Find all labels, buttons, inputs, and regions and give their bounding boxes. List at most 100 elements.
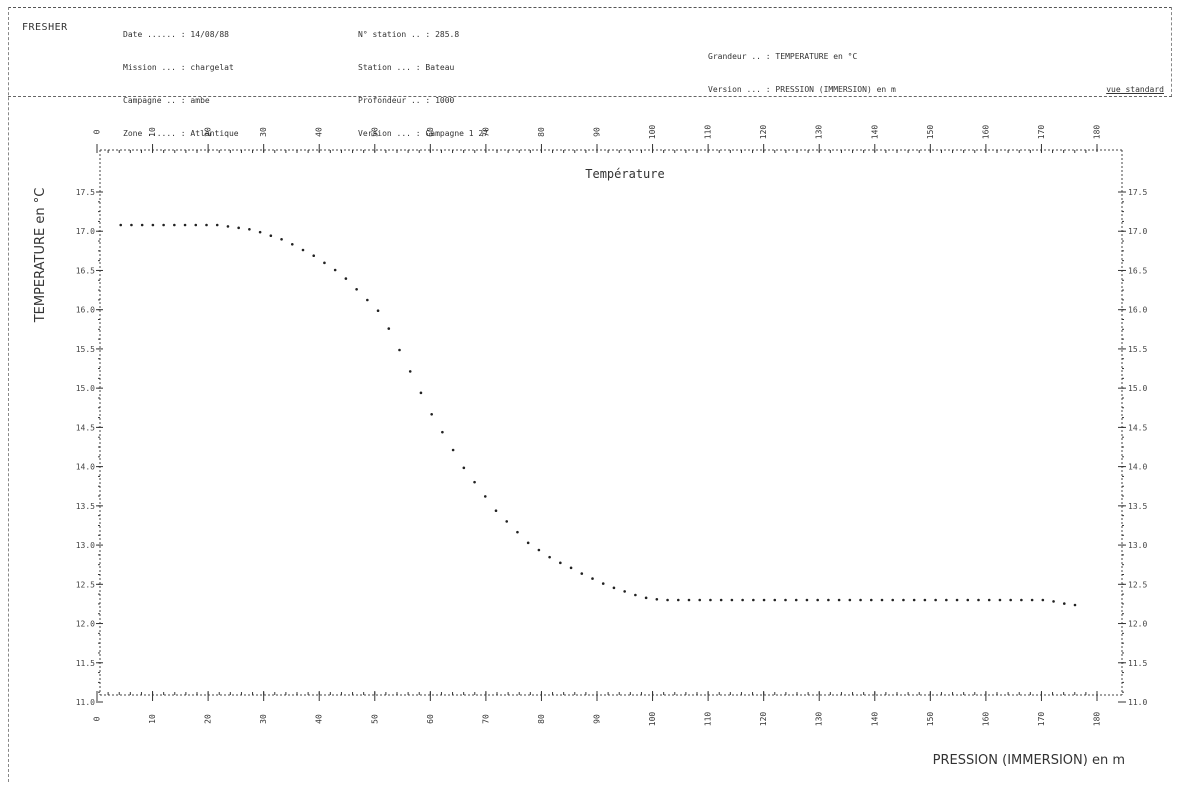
data-point <box>591 577 594 580</box>
x-tick-label-top: 20 <box>204 127 213 137</box>
data-point <box>827 598 830 602</box>
y-tick-label-right: 11.5 <box>1128 659 1147 668</box>
chart-tick-labels: 0 10 20 30 40 50 60 70 80 90 100 110 120 130 140 150 160… <box>76 125 1148 727</box>
y-tick-label-left: 17.5 <box>76 188 95 197</box>
data-point <box>955 598 959 602</box>
data-point <box>119 223 123 227</box>
organization-label: FRESHER <box>22 22 68 33</box>
data-point <box>462 466 466 470</box>
x-tick-label-bottom: 10 <box>148 714 157 724</box>
x-tick-label-bottom: 120 <box>759 712 768 727</box>
chart-points <box>119 223 1077 607</box>
data-point <box>998 598 1002 602</box>
y-tick-label-right: 17.0 <box>1128 227 1147 236</box>
x-tick-label-bottom: 20 <box>204 714 213 724</box>
data-point <box>709 598 712 602</box>
x-tick-label-bottom: 100 <box>648 712 657 727</box>
data-point <box>859 598 862 602</box>
data-point <box>966 598 970 602</box>
x-tick-label-top: 150 <box>926 125 935 140</box>
data-point <box>752 598 755 602</box>
data-point <box>516 530 519 534</box>
y-tick-label-right: 15.0 <box>1128 384 1147 393</box>
data-point <box>312 254 316 258</box>
data-point <box>526 541 530 545</box>
data-point <box>977 598 980 602</box>
y-tick-label-left: 14.0 <box>76 463 95 472</box>
frame-border-right <box>1171 7 1172 97</box>
x-tick-label-top: 110 <box>704 125 713 140</box>
data-point <box>773 598 777 602</box>
data-point <box>376 309 380 313</box>
header-line: Grandeur .. : TEMPERATURE en °C <box>708 52 858 61</box>
x-tick-label-top: 100 <box>648 125 657 140</box>
data-point <box>559 561 562 565</box>
y-tick-label-left: 12.5 <box>76 580 95 589</box>
y-tick-label-left: 11.0 <box>76 698 95 707</box>
x-tick-label-top: 170 <box>1037 125 1046 140</box>
data-point <box>623 590 626 593</box>
data-point <box>419 391 423 395</box>
frame-border-top <box>8 7 1172 8</box>
data-point <box>473 480 476 484</box>
data-point <box>687 598 691 602</box>
frame-border-left <box>8 7 9 782</box>
data-point <box>258 230 262 234</box>
y-tick-label-left: 12.0 <box>76 620 95 629</box>
data-point <box>505 520 509 523</box>
data-point <box>634 593 637 597</box>
data-point <box>183 223 187 227</box>
x-tick-label-bottom: 160 <box>981 712 990 727</box>
header-line: Mission ... : chargelat <box>123 63 234 72</box>
data-point <box>269 234 273 238</box>
x-tick-label-bottom: 70 <box>481 714 490 724</box>
y-tick-label-right: 14.5 <box>1128 423 1147 432</box>
data-point <box>226 225 230 228</box>
data-point <box>537 548 541 552</box>
data-point <box>430 412 433 416</box>
y-tick-label-left: 11.5 <box>76 659 95 668</box>
x-tick-label-top: 40 <box>315 127 324 137</box>
data-point <box>290 242 294 246</box>
header-separator <box>8 96 1172 97</box>
x-axis-label: PRESSION (IMMERSION) en m <box>933 753 1125 768</box>
data-point <box>280 237 283 241</box>
data-point <box>408 370 412 373</box>
data-point <box>816 598 819 602</box>
data-point <box>548 555 551 559</box>
x-tick-label-top: 50 <box>370 127 379 137</box>
header-line: Date ...... : 14/08/88 <box>123 30 229 39</box>
x-tick-label-top: 30 <box>259 127 268 137</box>
data-point <box>162 223 165 227</box>
data-point <box>301 248 305 252</box>
y-tick-label-left: 16.0 <box>76 306 95 315</box>
data-point <box>762 598 766 602</box>
data-point <box>1062 602 1066 605</box>
y-tick-label-right: 13.0 <box>1128 541 1147 550</box>
y-tick-label-right: 16.0 <box>1128 306 1147 315</box>
chart-ticks <box>96 144 1126 703</box>
data-point <box>151 223 155 227</box>
header-block-1: Date ...... : 14/08/88 Mission ... : cha… <box>123 7 239 161</box>
x-tick-label-bottom: 30 <box>259 714 268 724</box>
x-tick-label-bottom: 40 <box>315 714 324 724</box>
y-tick-label-left: 14.5 <box>76 423 95 432</box>
y-tick-label-right: 15.5 <box>1128 345 1147 354</box>
data-point <box>676 598 680 602</box>
x-tick-label-top: 10 <box>148 127 157 137</box>
x-tick-label-bottom: 60 <box>426 714 435 724</box>
y-tick-label-right: 16.5 <box>1128 266 1147 275</box>
data-point <box>1041 598 1045 602</box>
y-tick-label-right: 13.5 <box>1128 502 1147 511</box>
data-point <box>666 598 669 602</box>
header-block-2: N° station .. : 285.8 Station ... : Bate… <box>358 7 488 161</box>
header-line: Profondeur .. : 1000 <box>358 96 455 105</box>
data-point <box>483 495 487 498</box>
y-tick-label-left: 13.0 <box>76 541 95 550</box>
data-point <box>398 348 401 352</box>
x-tick-label-top: 70 <box>481 127 490 137</box>
header-line: Station ... : Bateau <box>358 63 455 72</box>
x-tick-label-top: 130 <box>815 125 824 140</box>
